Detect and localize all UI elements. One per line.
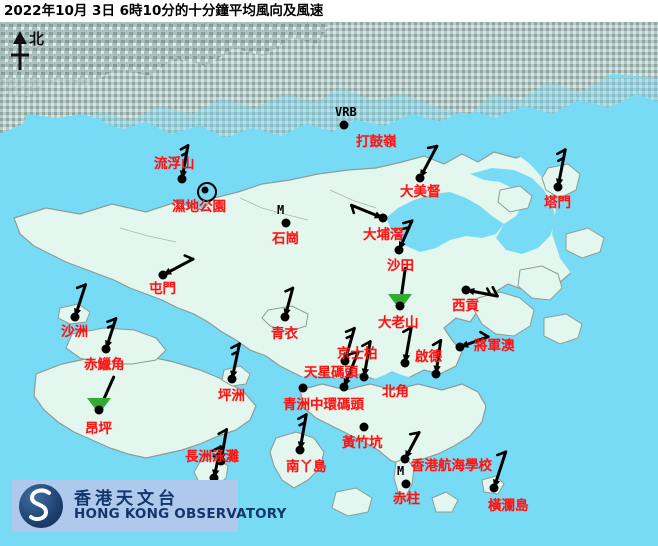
north-arrow-icon <box>11 31 29 70</box>
wind-barb <box>73 283 88 319</box>
page-title: 2022年10月 3日 6時10分的十分鐘平均風向及風速 <box>4 3 324 19</box>
north-arrow: 北 <box>5 28 65 74</box>
wind-barb <box>230 342 241 381</box>
station-label: 塔門 <box>544 195 571 211</box>
logo-name-cn: 香港天文台 <box>74 489 179 509</box>
station-dot-icon <box>340 383 348 391</box>
station-label: 打鼓嶺 <box>356 134 397 150</box>
station-dot-icon <box>217 457 225 465</box>
station-dot-icon <box>360 423 368 431</box>
station-dot-icon <box>281 313 289 321</box>
station-label: 赤柱 <box>393 491 420 507</box>
station-label: 青衣 <box>271 326 298 342</box>
station-dot-icon <box>416 174 424 182</box>
station-label: 大老山 <box>378 315 419 331</box>
station-dot-icon <box>395 246 403 254</box>
station-label: 流浮山 <box>154 156 195 172</box>
wind-barb <box>431 338 443 376</box>
station-dot-icon <box>340 121 348 129</box>
station-tag: M <box>277 203 285 217</box>
station-label: 橫瀾島 <box>488 498 529 514</box>
station-label: 黃竹坑 <box>342 435 383 451</box>
station-dot-icon <box>379 214 387 222</box>
station-label: 北角 <box>382 384 409 400</box>
station-label: 沙洲 <box>61 324 88 340</box>
station-dot-icon <box>401 455 409 463</box>
station-label: 將軍澳 <box>474 338 515 354</box>
station-label: 京士柏 <box>337 346 378 362</box>
north-label: 北 <box>29 30 45 48</box>
station-dot-icon <box>432 370 440 378</box>
wind-barbs-layer <box>73 144 567 490</box>
station-label: 石崗 <box>272 231 299 247</box>
wind-barb <box>161 254 195 277</box>
station-dot-icon <box>102 345 110 353</box>
station-dot-icon <box>401 359 409 367</box>
station-label: 坪洲 <box>218 388 245 404</box>
station-dot-icon <box>210 474 218 482</box>
wind-barb <box>402 326 413 365</box>
station-label: 天星碼頭 <box>304 365 358 381</box>
map-canvas: 北 VRB 打鼓嶺流浮山濕地公園 M 石崗 大美督塔門大埔滘沙田屯門西貢沙洲 大老山青衣赤… <box>0 22 658 546</box>
title-bar: 2022年10月 3日 6時10分的十分鐘平均風向及風速 <box>0 0 658 22</box>
hko-swirl-icon <box>29 488 51 522</box>
station-dot-icon <box>360 373 368 381</box>
station-label: 西貢 <box>452 298 479 314</box>
station-dot-icon <box>202 187 208 193</box>
station-label: 大美督 <box>400 184 441 200</box>
station-dot-icon <box>554 183 562 191</box>
station-label: 中環碼頭 <box>310 397 364 413</box>
station-dot-icon <box>228 375 236 383</box>
station-dot-icon <box>282 219 290 227</box>
station-dot-icon <box>490 484 498 492</box>
ringed-station-icon <box>197 182 217 202</box>
hko-logo: 香港天文台 HONG KONG OBSERVATORY <box>12 480 286 532</box>
station-dot-icon <box>462 286 470 294</box>
station-dot-icon <box>178 175 186 183</box>
station-dot-icon <box>402 480 410 488</box>
station-tag: M <box>397 464 405 478</box>
station-dot-icon <box>95 406 103 414</box>
station-label: 屯門 <box>149 281 176 297</box>
map-geography <box>0 22 658 546</box>
station-label: 濕地公園 <box>172 199 226 215</box>
wind-barb <box>492 450 508 490</box>
station-tag: VRB <box>335 105 357 119</box>
station-dot-icon <box>71 313 79 321</box>
wind-barb <box>464 285 499 298</box>
station-dot-icon <box>456 343 464 351</box>
station-label: 昂坪 <box>85 421 112 437</box>
station-label: 青洲 <box>283 397 310 413</box>
wind-barb <box>555 148 567 189</box>
station-dot-icon <box>396 302 404 310</box>
station-dot-icon <box>296 446 304 454</box>
station-dot-icon <box>159 271 167 279</box>
logo-name-en: HONG KONG OBSERVATORY <box>74 506 287 522</box>
station-label: 南丫島 <box>286 459 327 475</box>
station-label: 大埔滘 <box>363 227 404 243</box>
station-label: 香港航海學校 <box>411 458 492 474</box>
station-dot-icon <box>299 384 307 392</box>
station-dot-icon <box>341 357 349 365</box>
station-label: 啟德 <box>415 349 442 365</box>
wind-barb <box>297 413 308 452</box>
station-label: 赤鱲角 <box>84 357 125 373</box>
wind-barb <box>418 144 439 180</box>
station-label: 長洲泳灘 <box>185 449 239 465</box>
station-label: 沙田 <box>387 258 414 274</box>
